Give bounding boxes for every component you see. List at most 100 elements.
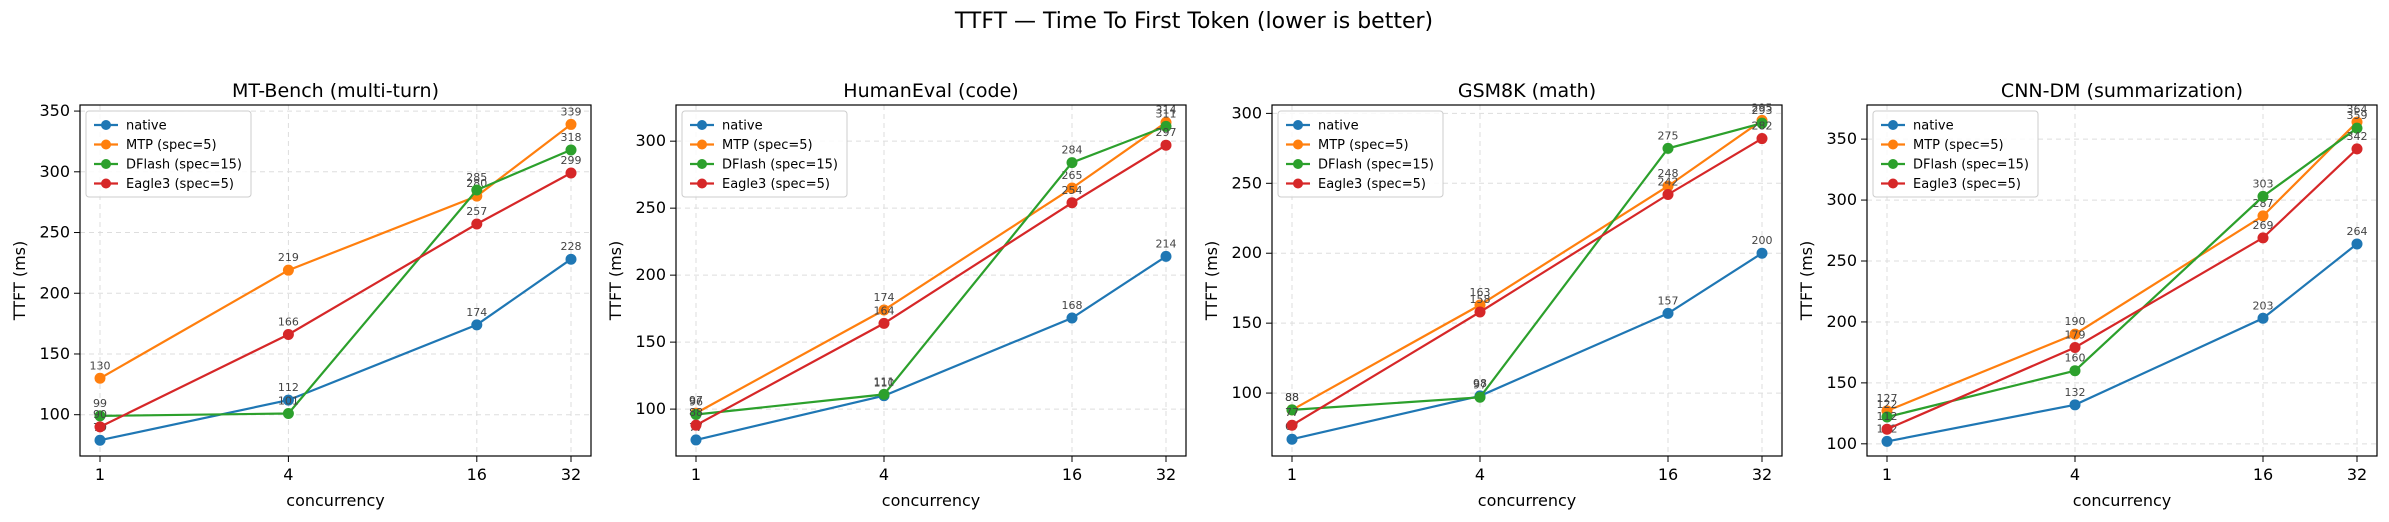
data-label: 254 (1062, 184, 1083, 197)
data-label: 90 (93, 408, 107, 421)
data-label: 282 (1752, 120, 1773, 133)
data-label: 219 (278, 251, 299, 264)
data-point (565, 167, 577, 179)
legend: native MTP (spec=5) DFlash (spec=15) Eagle3… (681, 110, 848, 198)
data-label: 179 (2065, 329, 2086, 342)
data-label: 97 (1473, 378, 1487, 391)
legend-swatch-marker (697, 139, 707, 150)
x-tick-label: 4 (2070, 465, 2080, 484)
data-point (1474, 306, 1486, 318)
series-line (1291, 122, 1763, 411)
data-point (1286, 404, 1298, 416)
data-label: 88 (689, 406, 703, 419)
series-line (1886, 121, 2358, 412)
legend-frame (85, 110, 252, 198)
chart-panel-gsm8k-math: 1 4 16 32 100 150 200 250 300 GSM8K (math) concurr… (1202, 80, 1783, 510)
series-line (1886, 127, 2358, 419)
data-label: 200 (1752, 234, 1773, 247)
legend-label: MTP (spec=5) (1913, 138, 2004, 153)
data-label: 122 (1877, 398, 1898, 411)
series-eagle3-spec-5: 90 166 257 299 (93, 154, 582, 433)
y-tick-label: 100 (1231, 383, 1262, 402)
data-label: 299 (561, 154, 582, 167)
data-point (2257, 190, 2269, 202)
x-axis-label: concurrency (2073, 491, 2171, 510)
data-label: 285 (466, 171, 487, 184)
data-point (1756, 247, 1768, 259)
data-point (2069, 328, 2081, 340)
data-label: 242 (1658, 175, 1679, 188)
data-label: 132 (2065, 386, 2086, 399)
data-label: 339 (561, 105, 582, 118)
legend-label: Eagle3 (spec=5) (126, 177, 234, 192)
y-tick-label: 350 (39, 101, 70, 120)
data-label: 164 (874, 304, 895, 317)
y-tick-label: 150 (1231, 313, 1262, 332)
data-point (2351, 238, 2363, 250)
legend-label: DFlash (spec=15) (1913, 158, 2029, 173)
series-dflash-spec-15: 122 160 303 359 (1877, 109, 2368, 423)
series-line (695, 144, 1167, 427)
data-label: 297 (1156, 126, 1177, 139)
data-point (690, 434, 702, 446)
data-label: 311 (1156, 107, 1177, 120)
y-tick-label: 200 (635, 265, 666, 284)
data-label: 359 (2347, 109, 2368, 122)
x-tick-label: 1 (95, 465, 105, 484)
x-tick-label: 4 (1475, 465, 1485, 484)
y-tick-label: 250 (39, 223, 70, 242)
data-label: 203 (2253, 299, 2274, 312)
data-point (690, 408, 702, 420)
data-label: 257 (466, 205, 487, 218)
legend-label: DFlash (spec=15) (126, 158, 242, 173)
data-label: 293 (1752, 104, 1773, 117)
x-tick-label: 1 (1882, 465, 1892, 484)
data-label: 88 (1285, 391, 1299, 404)
y-axis-label: TTFT (ms) (1202, 241, 1221, 321)
data-label: 160 (2065, 352, 2086, 365)
legend-label: native (1318, 119, 1359, 134)
legend-swatch-marker (1888, 139, 1898, 150)
legend-label: MTP (spec=5) (126, 138, 217, 153)
data-point (2351, 143, 2363, 155)
figure-suptitle: TTFT — Time To First Token (lower is bet… (954, 9, 1433, 34)
data-point (2069, 365, 2081, 377)
data-point (94, 434, 106, 446)
data-label: 228 (561, 240, 582, 253)
chart-title: CNN-DM (summarization) (2001, 80, 2243, 102)
data-label: 364 (2347, 103, 2368, 116)
y-tick-label: 100 (39, 405, 70, 424)
data-point (1881, 423, 1893, 435)
data-point (2069, 342, 2081, 354)
data-label: 174 (466, 306, 487, 319)
legend-frame (681, 110, 848, 198)
data-point (1881, 435, 1893, 447)
x-axis-label: concurrency (286, 491, 384, 510)
legend-frame (1277, 110, 1444, 198)
y-tick-label: 200 (1231, 243, 1262, 262)
x-tick-label: 32 (561, 465, 581, 484)
data-label: 88 (1285, 391, 1299, 404)
y-tick-label: 200 (1826, 312, 1857, 331)
legend: native MTP (spec=5) DFlash (spec=15) Eagle3… (1872, 110, 2039, 198)
x-tick-label: 1 (691, 465, 701, 484)
legend-swatch-marker (1888, 159, 1898, 169)
data-point (878, 317, 890, 329)
series-line (1291, 252, 1763, 441)
legend-swatch-marker (1293, 139, 1303, 150)
legend-swatch-marker (101, 120, 111, 130)
y-tick-label: 150 (635, 332, 666, 351)
series-mtp-spec-5: 97 174 265 314 (689, 103, 1177, 419)
data-point (2257, 312, 2269, 324)
series-line (99, 123, 572, 380)
data-label: 97 (689, 394, 703, 407)
plot-frame (675, 104, 1187, 457)
data-point (1662, 180, 1674, 192)
data-point (282, 264, 294, 276)
data-point (1756, 117, 1768, 129)
series-dflash-spec-15: 99 101 285 318 (93, 131, 582, 422)
data-label: 127 (1877, 392, 1898, 405)
data-point (282, 407, 294, 419)
y-tick-label: 300 (1826, 190, 1857, 209)
